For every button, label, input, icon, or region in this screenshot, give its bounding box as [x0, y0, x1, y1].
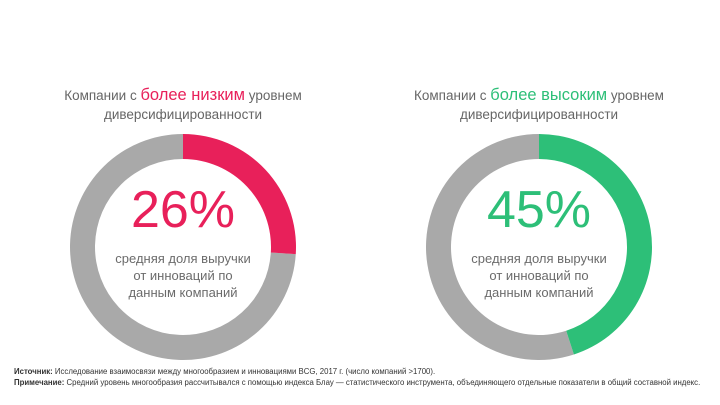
- title-prefix: Компании с: [64, 88, 141, 103]
- footer-notes: Источник: Исследование взаимосвязи между…: [14, 366, 714, 388]
- title-suffix: уровнем диверсифицированности: [459, 88, 664, 122]
- note-line: Примечание: Средний уровень многообразия…: [14, 377, 714, 388]
- donut-chart: [426, 134, 652, 360]
- high-diversity-donut: 45% средняя доля выручки от инноваций по…: [424, 132, 654, 362]
- high-diversity-title: Компании с более высоким уровнем диверси…: [389, 86, 689, 124]
- source-text: Исследование взаимосвязи между многообра…: [52, 367, 436, 376]
- donut-rest-slice: [426, 134, 574, 360]
- donut-value-slice: [183, 134, 296, 255]
- percent-value: 45%: [486, 181, 592, 239]
- note-text: Средний уровень многообразия рассчитывал…: [64, 378, 701, 387]
- percent-description: средняя доля выручки от инноваций по дан…: [115, 251, 251, 300]
- high-diversity-panel: Компании с более высоким уровнем диверси…: [389, 86, 689, 362]
- low-diversity-panel: Компании с более низким уровнем диверсиф…: [33, 86, 333, 362]
- source-label: Источник:: [14, 367, 53, 376]
- source-line: Источник: Исследование взаимосвязи между…: [14, 366, 714, 377]
- donut-value-slice: [539, 134, 652, 355]
- percent-value: 26%: [130, 181, 236, 239]
- low-diversity-donut: 26% средняя доля выручки от инноваций по…: [68, 132, 298, 362]
- note-label: Примечание:: [14, 378, 65, 387]
- title-highlight: более высоким: [490, 86, 608, 104]
- title-prefix: Компании с: [414, 88, 491, 103]
- donut-chart: [69, 134, 296, 360]
- low-diversity-title: Компании с более низким уровнем диверсиф…: [33, 86, 333, 124]
- percent-description: средняя доля выручки от инноваций по дан…: [471, 251, 607, 300]
- title-highlight: более низким: [140, 86, 245, 104]
- title-suffix: уровнем диверсифицированности: [103, 88, 302, 122]
